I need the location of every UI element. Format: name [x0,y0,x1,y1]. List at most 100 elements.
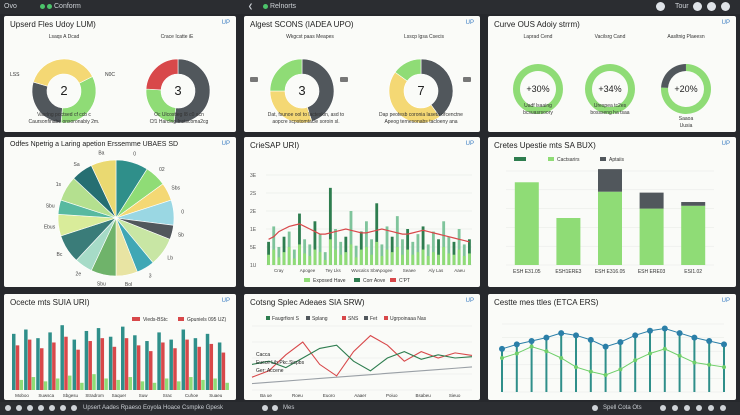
link-icon[interactable] [272,405,278,411]
panel-bar-combo: CrieSAP URI) UP 3E 2S 2E 1E 5E 1U Cray Apogee T… [244,137,480,287]
bottom-link[interactable]: Upsert Aades Rpaeso [83,405,142,411]
bar [334,249,337,265]
note-text: Cacca [256,352,270,358]
donut-value: 3 [298,83,305,98]
pie-label: Sbu [46,203,55,209]
status-dot-icon [40,3,45,9]
bottom-link[interactable]: Eoyola Hoace Csmpke Gpesk [143,405,224,411]
bar [64,336,68,390]
bar-line-chart: 3E 2S 2E 1E 5E 1U Cray Apogee Tey Lks Wwcalcs Sb… [250,173,472,284]
panel-curve-ous: Curve OUS Adoiy strrm) UP Laprad Cend Va… [488,16,736,132]
data-point [514,351,519,356]
data-point [707,362,712,367]
bell-icon[interactable] [684,405,690,411]
filter-icon[interactable] [592,405,598,411]
x-tick-label: ESH ERE03 [638,269,666,275]
play-icon[interactable] [693,2,702,11]
window-icon[interactable] [656,2,665,11]
app-label[interactable]: Ovo [4,3,17,10]
folder-icon[interactable] [60,405,66,411]
bar [36,338,40,390]
panel-badge[interactable]: UP [221,141,230,147]
home-icon[interactable] [5,405,11,411]
center-nav[interactable]: ❮ Relnorts [248,3,296,10]
calendar-icon[interactable] [49,405,55,411]
top-bar: Ovo Conform ❮ Relnorts Tour [0,0,740,14]
bar [292,249,296,265]
legend-label: Cactsarirs [557,157,580,163]
help-icon[interactable] [696,405,702,411]
pie-label: 0 [133,152,136,158]
legend-label: Aptaiis [609,157,625,163]
x-tick-label: Cray [274,268,284,273]
x-tick-label: Suw [139,393,149,398]
legend-swatch [266,316,270,320]
bar [385,226,389,265]
bar [40,348,44,390]
panel-badge[interactable]: UP [465,141,474,147]
user-icon[interactable] [721,2,730,11]
grid-icon[interactable] [27,405,33,411]
donut-caption: Caursonfinabe onsoronabiy 2m. [28,119,100,125]
settings-icon[interactable] [707,2,716,11]
panel-badge[interactable]: UP [221,298,230,304]
donut-caption: Dap peotesb coronia laseta ofcenctne [379,112,463,118]
legend-swatch [600,157,606,161]
data-point [603,373,608,377]
share-icon[interactable] [71,405,77,411]
panel-badge[interactable]: UP [465,298,474,304]
data-point [618,367,623,372]
panel-badge[interactable]: UP [221,20,230,26]
data-point [632,332,639,339]
donut-slice [420,58,454,118]
panel-title: Curve OUS Adoiy strrm) [494,20,580,29]
bottom-right-label[interactable]: Spell Cota Ots [603,405,642,411]
donut-caption: Vasrlng poctsed cf ccb c [37,112,91,118]
bar [385,249,389,265]
bar [681,205,706,265]
bar [149,351,153,390]
chart-icon[interactable] [38,405,44,411]
panel-badge[interactable]: UP [721,298,730,304]
donut-caption: Cf1 Harclng Instscoma2cg [149,119,209,125]
bar [380,244,384,265]
donut-label: Wkgcst paas Meapes [286,34,334,40]
ring-caption: Uusia [679,123,693,129]
bar [92,374,96,390]
lock-icon[interactable] [262,405,268,411]
ring-label: Vacilsrg Cand [594,34,626,40]
panel-badge[interactable]: UP [465,20,474,26]
bar [185,339,189,390]
bar [27,339,32,390]
panel-badge[interactable]: UP [721,20,730,26]
bar [313,221,317,265]
bottom-center-label[interactable]: Mes [283,405,295,411]
bar [452,254,456,265]
bar [431,231,435,265]
pie-label: 2e [76,271,82,277]
y-tick-label: 1U [250,263,257,269]
chevron-left-icon[interactable]: ❮ [248,4,254,10]
legend-swatch [132,317,140,321]
user-icon[interactable] [720,405,726,411]
bar [298,213,301,265]
settings-icon[interactable] [708,405,714,411]
bar [282,252,286,265]
back-icon[interactable] [16,405,22,411]
bar [354,245,358,265]
panel-badge[interactable]: UP [721,141,730,147]
ring-label: Aasltnig Plaeesn [667,34,705,40]
data-point [617,339,624,346]
legend-swatch [354,278,360,282]
search-icon[interactable] [672,405,678,411]
center-label[interactable]: Relnorts [269,3,297,10]
bar [416,234,420,265]
tour-label[interactable]: Tour [675,3,689,10]
x-tick-label: Apogee [377,268,393,273]
legend-label: Splang [312,316,328,322]
x-tick-label: Bsabeu [416,393,432,398]
bar [437,239,440,265]
bar [323,252,327,265]
export-icon[interactable] [660,405,666,411]
legend-label: SNS [348,316,359,322]
